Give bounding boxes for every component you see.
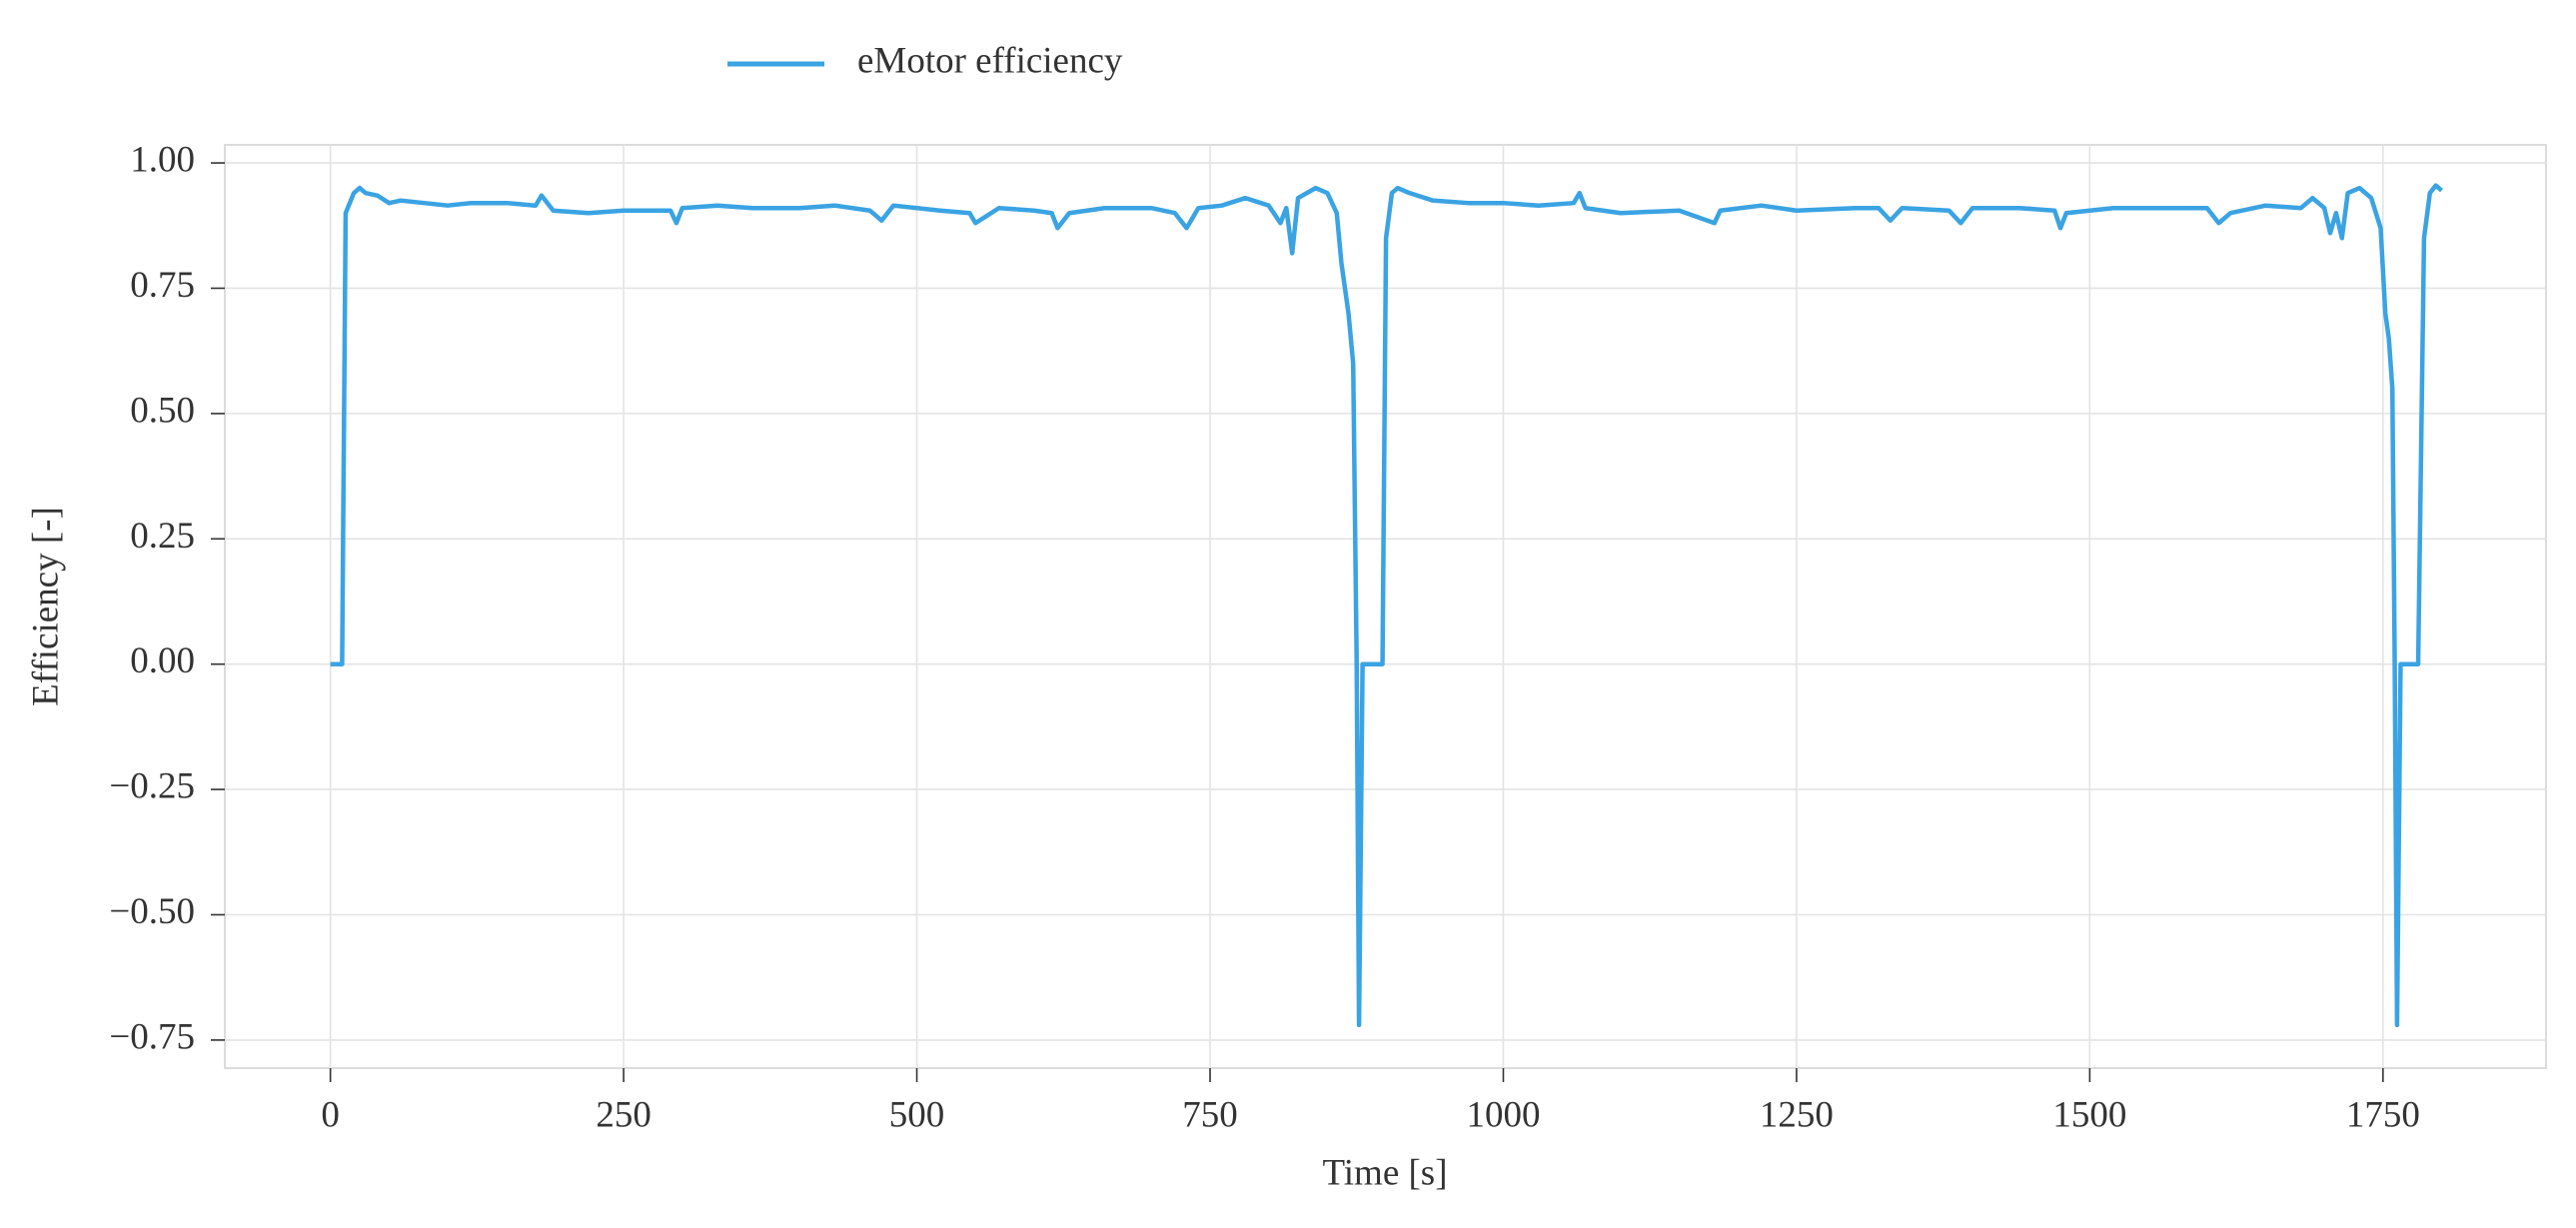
- y-tick-label: −0.75: [109, 1016, 195, 1057]
- y-tick-label: −0.50: [109, 891, 195, 932]
- x-tick-label: 750: [1182, 1094, 1238, 1135]
- x-tick-label: 1250: [1760, 1094, 1834, 1135]
- x-tick-label: 0: [321, 1094, 340, 1135]
- y-tick-label: 0.00: [130, 640, 195, 681]
- data-line: [330, 183, 2443, 1028]
- y-axis-label: Efficiency [-]: [25, 507, 66, 706]
- y-tick-label: 0.75: [130, 265, 195, 306]
- x-tick-label: 1500: [2052, 1094, 2126, 1135]
- y-tick-label: 0.50: [130, 390, 195, 431]
- x-tick-label: 1000: [1466, 1094, 1540, 1135]
- x-tick-label: 1750: [2346, 1094, 2420, 1135]
- y-tick-label: −0.25: [109, 766, 195, 807]
- plot-frame: [224, 144, 2547, 1069]
- x-tick-label: 500: [889, 1094, 945, 1135]
- x-axis-label: Time [s]: [1322, 1152, 1447, 1193]
- x-tick-label: 250: [596, 1094, 651, 1135]
- y-tick-label: 1.00: [130, 140, 195, 181]
- y-tick-label: 0.25: [130, 516, 195, 557]
- legend-label: eMotor efficiency: [857, 40, 1123, 81]
